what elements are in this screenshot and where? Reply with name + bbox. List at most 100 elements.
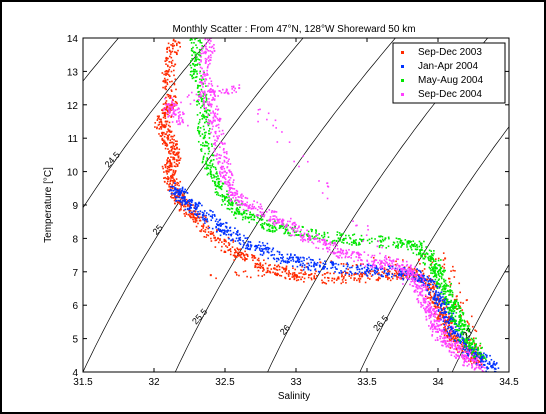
data-point — [210, 231, 212, 233]
data-point — [168, 130, 171, 133]
data-point — [224, 232, 226, 235]
data-point — [282, 219, 285, 221]
data-point — [161, 134, 164, 136]
data-point — [381, 260, 383, 262]
data-point — [309, 235, 312, 238]
data-point — [212, 47, 215, 50]
data-point — [244, 256, 246, 259]
data-point — [223, 161, 226, 163]
data-point — [469, 347, 472, 349]
data-point — [399, 239, 402, 242]
data-point — [197, 84, 200, 87]
data-point — [215, 225, 217, 228]
data-point — [482, 355, 485, 357]
data-point — [442, 252, 445, 254]
data-point — [433, 295, 436, 298]
data-point — [462, 328, 465, 330]
data-point — [168, 152, 170, 154]
data-point — [287, 224, 289, 227]
data-point — [212, 90, 215, 93]
data-point — [266, 250, 269, 253]
data-point — [433, 264, 436, 266]
data-point — [249, 213, 252, 216]
data-point — [294, 225, 296, 228]
data-point — [242, 246, 244, 249]
data-point — [171, 44, 174, 47]
data-point — [457, 325, 460, 328]
data-point — [274, 230, 276, 232]
data-point — [428, 292, 430, 294]
data-point — [435, 285, 437, 288]
data-point — [358, 241, 360, 244]
data-point — [383, 268, 386, 271]
data-point — [445, 284, 448, 286]
data-point — [272, 247, 275, 250]
data-point — [359, 264, 362, 267]
data-point — [201, 76, 204, 78]
data-point — [191, 199, 194, 202]
data-point — [167, 74, 170, 76]
data-point — [435, 325, 437, 328]
data-point — [308, 256, 310, 259]
data-point — [421, 274, 424, 277]
data-point — [231, 239, 233, 241]
data-point — [165, 72, 168, 75]
data-point — [426, 289, 429, 292]
data-point — [375, 271, 378, 274]
data-point — [196, 99, 199, 102]
data-point — [204, 110, 206, 113]
data-point — [296, 274, 299, 277]
data-point — [440, 335, 442, 338]
data-point — [297, 233, 300, 236]
data-point — [344, 255, 347, 258]
data-point — [340, 233, 343, 235]
data-point — [167, 166, 170, 169]
data-point — [455, 300, 458, 303]
data-point — [420, 285, 423, 287]
data-point — [399, 277, 401, 280]
data-point — [290, 253, 292, 255]
density-contour — [83, 38, 212, 209]
data-point — [443, 331, 446, 333]
data-point — [458, 338, 460, 341]
data-point — [213, 213, 216, 216]
data-point — [463, 361, 465, 364]
data-point — [294, 273, 296, 276]
data-point — [472, 353, 475, 356]
data-point — [217, 194, 220, 196]
data-point — [169, 139, 172, 142]
data-point — [245, 209, 248, 212]
data-point — [462, 348, 464, 350]
data-point — [313, 262, 316, 265]
data-point — [207, 109, 209, 111]
data-point — [451, 295, 454, 298]
data-point — [242, 216, 244, 219]
data-point — [337, 263, 340, 266]
data-point — [203, 106, 206, 109]
data-point — [172, 69, 175, 72]
data-point — [222, 165, 225, 168]
data-point — [266, 219, 268, 222]
data-point — [179, 123, 181, 126]
data-point — [197, 58, 199, 61]
data-point — [391, 275, 393, 278]
data-point — [440, 291, 443, 293]
data-point — [362, 238, 365, 241]
data-point — [484, 358, 487, 360]
data-point — [228, 243, 231, 245]
data-point — [237, 251, 239, 254]
data-point — [261, 226, 263, 228]
data-point — [292, 228, 294, 231]
data-point — [257, 120, 259, 123]
data-point — [215, 154, 218, 157]
data-point — [473, 351, 475, 354]
data-point — [444, 319, 447, 321]
data-point — [309, 237, 312, 240]
data-point — [244, 216, 247, 218]
data-point — [311, 235, 313, 238]
data-point — [256, 246, 259, 249]
data-point — [198, 48, 201, 51]
data-point — [219, 218, 222, 221]
data-point — [207, 90, 209, 93]
data-point — [412, 243, 414, 246]
